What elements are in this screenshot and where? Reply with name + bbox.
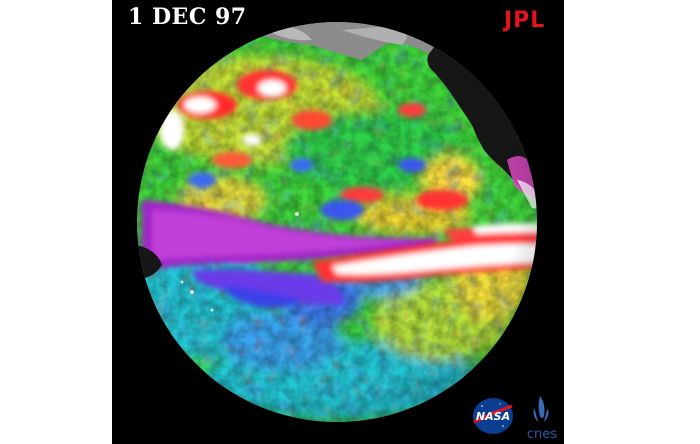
date-label: 1 DEC 97 [128, 4, 247, 30]
cnes-logo-text: cnes [527, 427, 557, 442]
nasa-logo-text: NASA [476, 410, 510, 423]
cnes-logo: cnes [527, 396, 557, 442]
earth-globe-ocean-anomaly-map [137, 22, 537, 422]
satellite-image: 1 DEC 97 JPL NASA cnes [112, 0, 564, 444]
nasa-logo: NASA [473, 398, 513, 434]
jpl-logo: JPL [504, 8, 545, 33]
jpl-logo-text: JPL [504, 8, 546, 33]
